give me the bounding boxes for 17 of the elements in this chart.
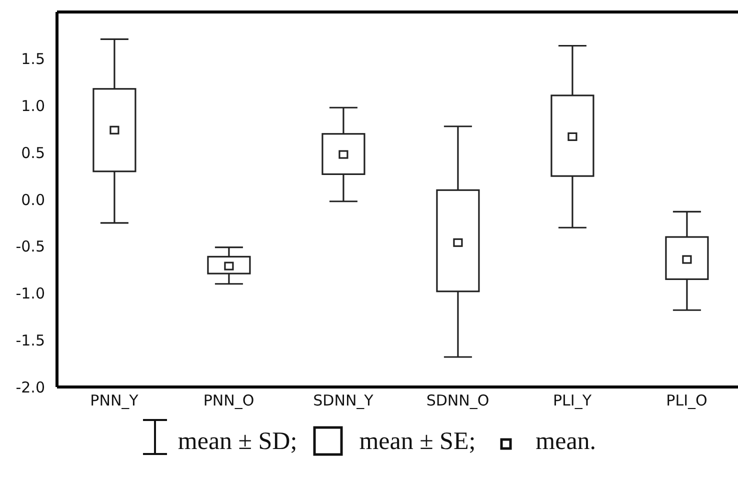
- text: mean ± SD;: [178, 428, 298, 456]
- x-tick-label: PLI_O: [666, 392, 708, 410]
- y-tick-label: 1.5: [21, 50, 45, 68]
- x-tick-label: PLI_Y: [553, 392, 592, 410]
- x-tick-label: PNN_Y: [90, 392, 140, 410]
- y-tick-label: -1.5: [16, 331, 45, 350]
- text: mean.: [536, 428, 596, 456]
- y-tick-label: -2.0: [16, 378, 45, 396]
- y-tick-label: 0.0: [21, 190, 45, 209]
- y-tick-label: 1.0: [21, 97, 45, 116]
- x-tick-label: SDNN_Y: [313, 392, 374, 410]
- y-tick-label: 0.5: [21, 144, 45, 162]
- x-tick-label: PNN_O: [203, 392, 254, 410]
- text: mean ± SE;: [359, 428, 476, 456]
- y-tick-label: -1.0: [16, 284, 45, 303]
- x-tick-label: SDNN_O: [426, 392, 490, 410]
- y-tick-label: -0.5: [16, 238, 45, 256]
